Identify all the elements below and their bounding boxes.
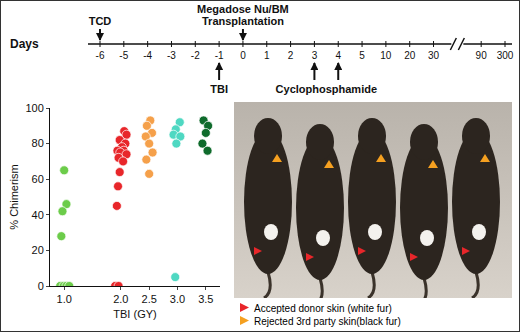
svg-text:TBI: TBI — [210, 83, 228, 95]
svg-text:Cyclophosphamide: Cyclophosphamide — [276, 83, 377, 95]
svg-text:3.5: 3.5 — [198, 293, 213, 305]
svg-text:-1: -1 — [215, 50, 224, 61]
svg-text:0: 0 — [38, 280, 44, 292]
svg-text:Transplantation: Transplantation — [202, 15, 284, 27]
svg-text:20: 20 — [32, 244, 44, 256]
svg-text:80: 80 — [32, 137, 44, 149]
svg-text:4: 4 — [335, 50, 341, 61]
svg-text:-3: -3 — [167, 50, 176, 61]
svg-text:-5: -5 — [119, 50, 128, 61]
svg-text:30: 30 — [428, 50, 440, 61]
svg-text:100: 100 — [25, 102, 43, 114]
svg-text:3: 3 — [312, 50, 318, 61]
svg-text:Days: Days — [10, 37, 39, 51]
svg-text:2.5: 2.5 — [142, 293, 157, 305]
svg-text:-2: -2 — [191, 50, 200, 61]
svg-text:1: 1 — [264, 50, 270, 61]
svg-text:% Chimerism: % Chimerism — [8, 164, 20, 229]
svg-text:-6: -6 — [96, 50, 105, 61]
svg-text:90: 90 — [476, 50, 488, 61]
svg-text:TCD: TCD — [89, 15, 112, 27]
svg-text:TBI (GY): TBI (GY) — [113, 308, 156, 320]
svg-text:-4: -4 — [143, 50, 152, 61]
svg-text:2.0: 2.0 — [113, 293, 128, 305]
html-text:Rejected 3rd party skin(black: Rejected 3rd party skin(black fur) — [254, 316, 401, 327]
svg-text:60: 60 — [32, 173, 44, 185]
svg-text:2: 2 — [288, 50, 294, 61]
svg-text:3.0: 3.0 — [170, 293, 185, 305]
svg-text:20: 20 — [404, 50, 416, 61]
svg-text:5: 5 — [359, 50, 365, 61]
svg-text:1.0: 1.0 — [57, 293, 72, 305]
svg-text:Megadose Nu/BM: Megadose Nu/BM — [197, 3, 289, 15]
svg-text:40: 40 — [32, 209, 44, 221]
svg-text:10: 10 — [380, 50, 392, 61]
svg-text:0: 0 — [240, 50, 246, 61]
html-text:Accepted donor skin (white fur: Accepted donor skin (white fur) — [254, 303, 392, 314]
svg-text:300: 300 — [497, 50, 514, 61]
